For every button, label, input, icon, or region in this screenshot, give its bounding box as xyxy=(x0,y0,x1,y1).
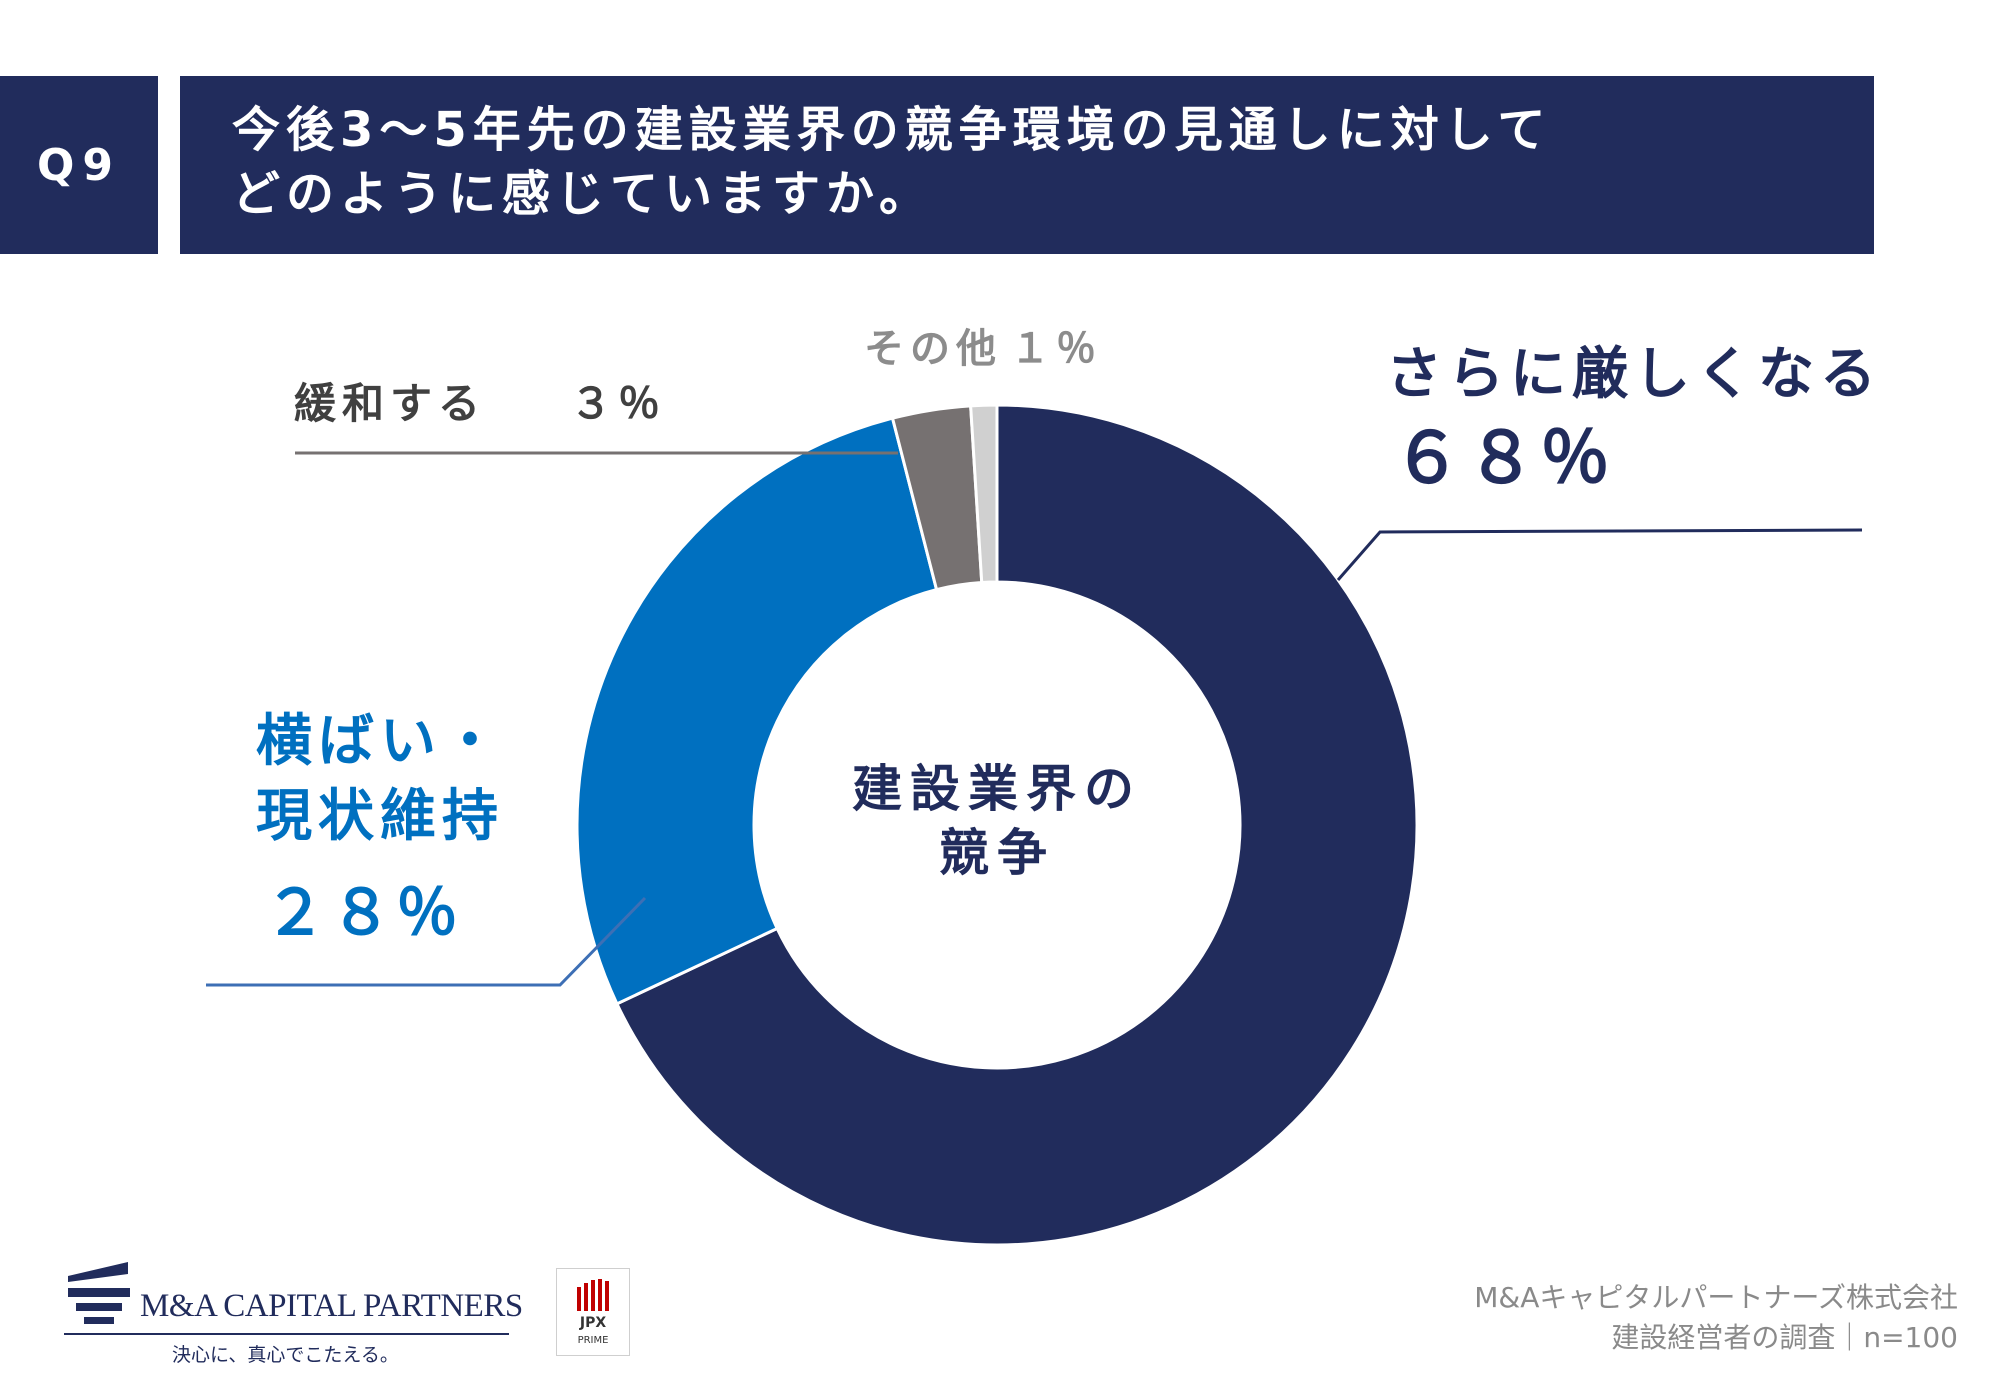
slice-value-other: １％ xyxy=(1010,326,1102,372)
slice-value-ease: ３％ xyxy=(570,379,666,428)
question-title-line-1: 今後3〜5年先の建設業界の競争環境の見通しに対して xyxy=(232,102,1552,158)
leader-line-flat xyxy=(206,896,647,987)
slice-label-stricter: さらに厳しくなる xyxy=(1386,342,1882,407)
jpx-sub-label: PRIME xyxy=(577,1335,609,1346)
jpx-label: JPX xyxy=(579,1315,607,1331)
center-label-line-1: 建設業界の xyxy=(852,760,1142,818)
jpx-mark-icon xyxy=(577,1279,609,1311)
source-line-2: 建設経営者の調査｜n=100 xyxy=(1611,1321,1958,1354)
slice-other xyxy=(969,403,999,585)
company-logo: M&A CAPITAL PARTNERS 決心に、真心でこたえる。 xyxy=(64,1258,523,1368)
question-number: Q9 xyxy=(36,139,122,191)
slice-label-flat-line-1: 横ばい・ xyxy=(256,709,504,774)
source-line-1: M&Aキャピタルパートナーズ株式会社 xyxy=(1474,1281,1958,1314)
slice-label-other: その他 xyxy=(864,326,1002,372)
source-note: M&Aキャピタルパートナーズ株式会社 建設経営者の調査｜n=100 xyxy=(1474,1278,1958,1358)
center-label-line-2: 競争 xyxy=(939,824,1055,882)
slice-value-flat: ２８％ xyxy=(264,876,462,949)
leader-line-stricter xyxy=(1336,528,1863,581)
donut-slices xyxy=(575,403,1419,1247)
company-mark-icon xyxy=(68,1262,130,1324)
company-name: M&A CAPITAL PARTNERS xyxy=(140,1288,523,1324)
logo-divider xyxy=(64,1333,509,1335)
slice-value-stricter: ６８％ xyxy=(1392,417,1614,499)
slice-label-ease: 緩和する xyxy=(294,379,486,428)
slice-label-flat-line-2: 現状維持 xyxy=(256,784,504,849)
question-title-line-2: どのように感じていますか。 xyxy=(232,166,934,222)
slice-stricter xyxy=(614,403,1419,1247)
jpx-prime-badge: JPX PRIME xyxy=(556,1268,630,1356)
slice-flat xyxy=(575,416,939,1006)
question-number-badge: Q9 xyxy=(0,76,158,254)
company-slogan: 決心に、真心でこたえる。 xyxy=(172,1344,399,1366)
question-title-bar: 今後3〜5年先の建設業界の競争環境の見通しに対して どのように感じていますか。 xyxy=(180,76,1874,254)
